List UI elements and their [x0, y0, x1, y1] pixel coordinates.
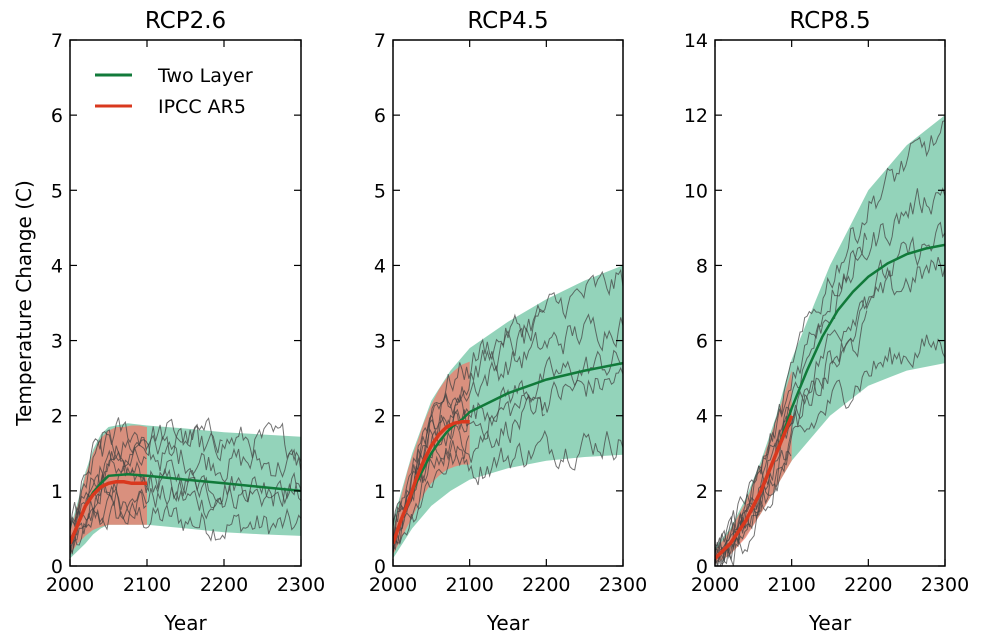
x-tick-label: 2000 [369, 574, 417, 596]
x-tick-label: 2100 [445, 574, 493, 596]
panel-title: RCP2.6 [145, 8, 226, 34]
x-axis-label: Year [163, 611, 207, 635]
panel-rcp85: 0 2 4 6 8 10 12 14 2000 2100 2200 2300 RCP8.5 Year [684, 8, 969, 635]
panel-rcp45: 0 1 2 3 4 5 6 7 2000 2100 2200 2300 RCP4.5 Year [369, 8, 647, 635]
y-tick-label: 1 [374, 481, 386, 503]
y-tick-label: 0 [51, 556, 63, 578]
y-tick-label: 14 [684, 30, 708, 52]
model-run-line [715, 221, 945, 566]
model-run-line [70, 485, 147, 555]
y-tick-label: 2 [51, 406, 63, 428]
y-tick-label: 0 [374, 556, 386, 578]
x-axis-label: Year [808, 611, 852, 635]
y-tick-label: 3 [51, 331, 63, 353]
model-run-line [70, 436, 301, 528]
model-run-line [70, 417, 301, 529]
y-tick-label: 4 [374, 255, 386, 277]
y-tick-label: 8 [696, 255, 708, 277]
x-tick-label: 2100 [123, 574, 171, 596]
legend-label: IPCC AR5 [158, 96, 246, 118]
ipcc-ar5-band [715, 370, 792, 565]
y-tick-label: 5 [51, 180, 63, 202]
x-tick-label: 2200 [522, 574, 570, 596]
x-tick-label: 2000 [691, 574, 739, 596]
two-layer-band [393, 265, 623, 559]
y-tick-label: 6 [696, 331, 708, 353]
x-tick-label: 2300 [921, 574, 969, 596]
ipcc-ar5-line [393, 419, 470, 545]
model-run-line [70, 423, 223, 533]
axes-frame [714, 39, 946, 567]
model-run-line [715, 256, 945, 566]
x-tick-label: 2200 [844, 574, 892, 596]
model-run-line [393, 435, 470, 553]
y-tick-label: 7 [374, 30, 386, 52]
model-run-line [70, 500, 301, 554]
model-run-line [393, 349, 623, 542]
y-tick-label: 1 [51, 481, 63, 503]
y-tick-label: 2 [696, 481, 708, 503]
plot-area [70, 417, 301, 559]
x-tick-label: 2200 [200, 574, 248, 596]
panel-title: RCP4.5 [467, 8, 548, 34]
y-axis-label: Temperature Change (C) [12, 180, 36, 427]
model-run-line [70, 465, 301, 548]
y-tick-label: 5 [374, 180, 386, 202]
y-tick-label: 6 [51, 105, 63, 127]
panel-rcp26: 0 1 2 3 4 5 6 7 2000 2100 2200 2300 RCP2.6 Year [46, 8, 325, 635]
ipcc-ar5-line [70, 480, 147, 545]
y-tick-label: 7 [51, 30, 63, 52]
axes-frame [69, 39, 302, 567]
model-run-line [70, 482, 223, 556]
x-tick-label: 2300 [599, 574, 647, 596]
legend: Two Layer IPCC AR5 [95, 65, 253, 118]
model-run-line [715, 120, 945, 555]
y-tick-label: 6 [374, 105, 386, 127]
x-axis-label: Year [486, 611, 530, 635]
y-tick-label: 10 [684, 180, 708, 202]
ipcc-ar5-band [393, 361, 470, 555]
model-run-line [715, 310, 868, 566]
y-tick-label: 4 [51, 255, 63, 277]
y-tick-label: 4 [696, 406, 708, 428]
y-tick-label: 0 [696, 556, 708, 578]
x-tick-label: 2000 [46, 574, 94, 596]
model-run-line [715, 334, 945, 565]
y-tick-label: 2 [374, 406, 386, 428]
model-run-line [393, 268, 623, 539]
model-run-line [393, 366, 623, 552]
plot-area [393, 265, 623, 559]
model-run-line [393, 429, 623, 551]
axes-frame [392, 39, 624, 567]
plot-area [715, 115, 945, 566]
ipcc-ar5-line [715, 415, 794, 560]
x-tick-label: 2100 [767, 574, 815, 596]
x-tick-label: 2300 [277, 574, 325, 596]
y-tick-label: 3 [374, 331, 386, 353]
legend-label: Two Layer [157, 65, 253, 87]
y-tick-label: 12 [684, 105, 708, 127]
panel-title: RCP8.5 [789, 8, 870, 34]
